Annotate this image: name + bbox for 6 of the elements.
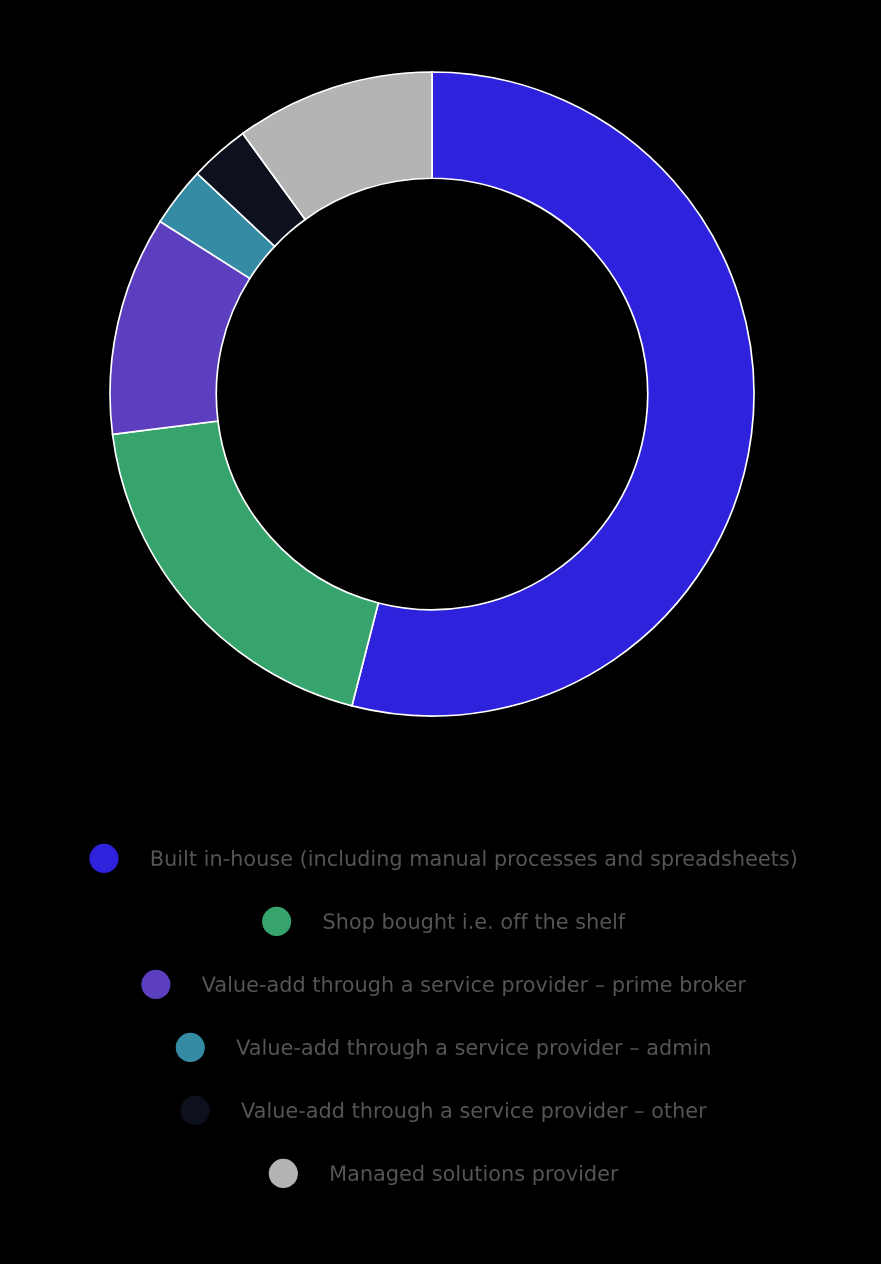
legend-label: Managed solutions provider <box>331 1164 619 1186</box>
legend-label: Value-add through a service provider – other <box>241 1101 707 1123</box>
legend-label: Value-add through a service provider – prime broker <box>201 975 746 997</box>
legend-label: Value-add through a service provider – admin <box>236 1038 710 1060</box>
legend-label: Shop bought i.e. off the shelf <box>323 912 626 934</box>
legend-label: Built in-house (including manual processes and spreadsheets) <box>151 849 797 871</box>
